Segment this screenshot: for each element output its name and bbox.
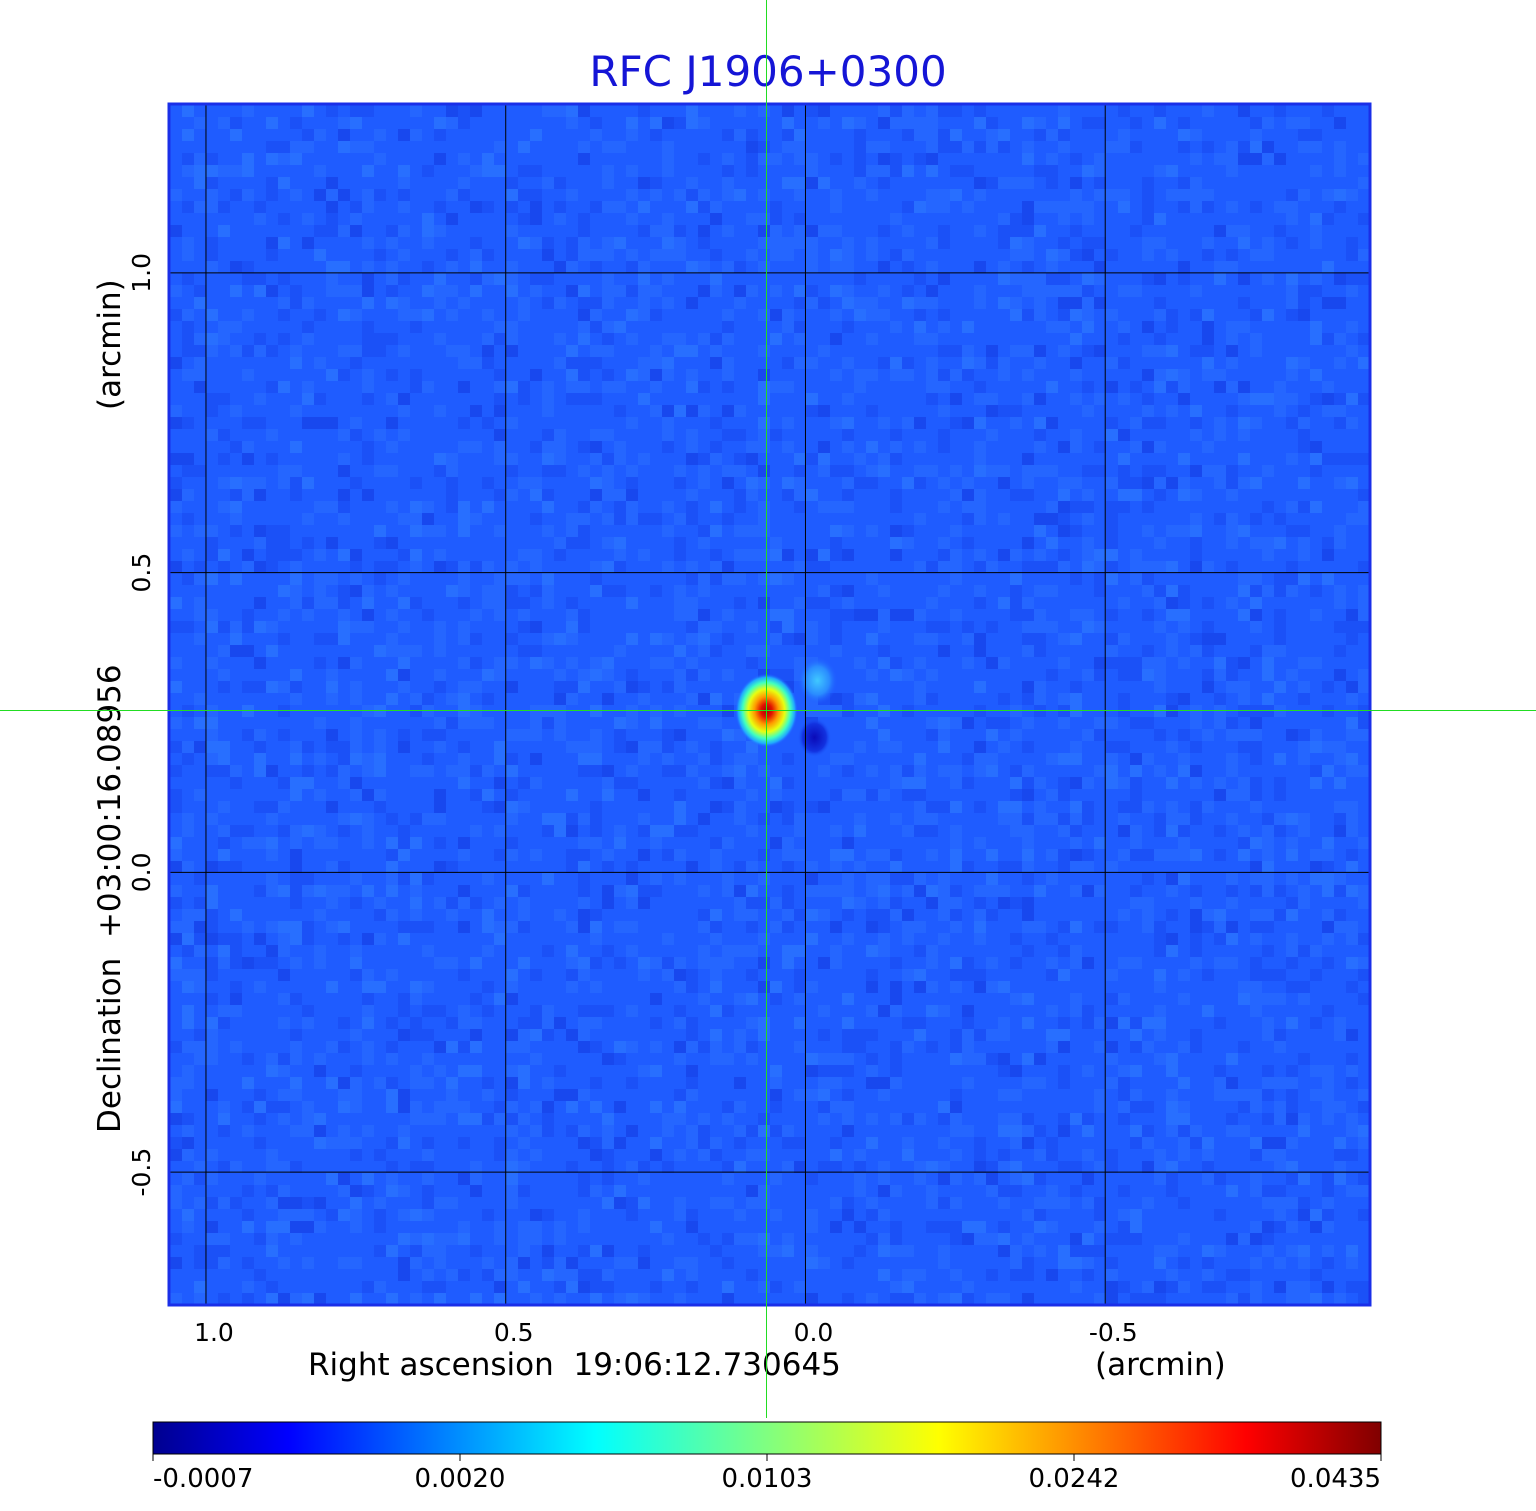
colorbar-tick-label-0: -0.0007 [153, 1464, 253, 1494]
y-tick-label-3: -0.5 [127, 1148, 156, 1197]
x-axis-unit: (arcmin) [1095, 1347, 1226, 1383]
colorbar-ticks: -0.0007 0.0020 0.0103 0.0242 0.0435 [152, 1454, 1382, 1494]
x-tick-labels: 1.0 0.5 0.0 -0.5 [194, 1318, 1138, 1347]
crosshair [0, 0, 1536, 1418]
colorbar-tick-label-4: 0.0435 [1290, 1464, 1381, 1494]
source-2 [797, 656, 838, 705]
colorbar-tick-label-2: 0.0103 [722, 1464, 813, 1494]
x-tick-label-1: 0.5 [494, 1318, 534, 1347]
plot-area [170, 105, 1369, 1304]
y-axis-unit: (arcmin) [92, 279, 128, 410]
colorbar-tick-label-1: 0.0020 [415, 1464, 506, 1494]
colorbar [152, 1421, 1382, 1455]
grid-lines [170, 105, 1369, 1304]
y-tick-labels: 1.0 0.5 0.0 -0.5 [127, 253, 156, 1197]
x-tick-label-2: 0.0 [794, 1318, 834, 1347]
chart-title: RFC J1906+0300 [589, 47, 946, 96]
noise-texture [170, 105, 1369, 1304]
x-tick-label-3: -0.5 [1089, 1318, 1138, 1347]
x-axis-label: Right ascension 19:06:12.730645 [308, 1347, 841, 1383]
plot-frame [167, 102, 1372, 1307]
y-tick-label-2: 0.0 [127, 852, 156, 892]
y-tick-label-1: 0.5 [127, 553, 156, 593]
x-tick-label-0: 1.0 [194, 1318, 234, 1347]
source-3 [797, 717, 832, 758]
colorbar-tick-label-3: 0.0242 [1029, 1464, 1120, 1494]
y-axis-label: Declination +03:00:16.08956 [92, 664, 128, 1133]
y-tick-label-0: 1.0 [127, 253, 156, 293]
